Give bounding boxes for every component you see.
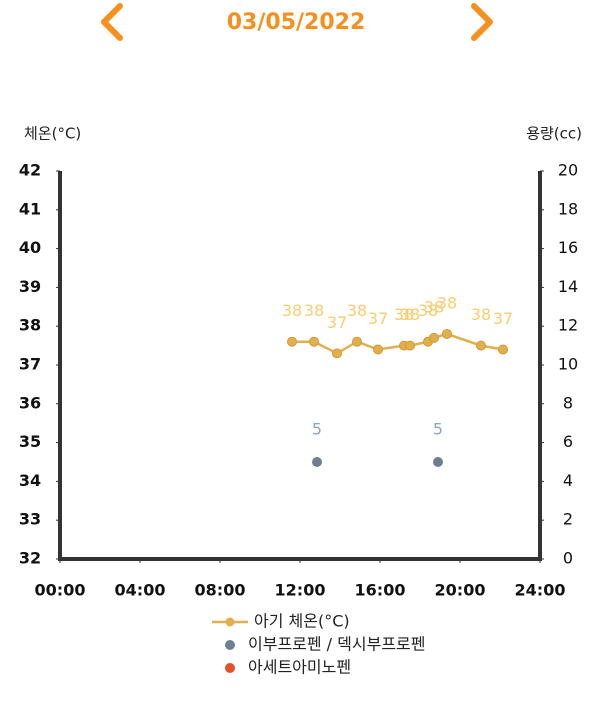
y2-tick-label: 6 — [563, 432, 573, 451]
prev-day-button[interactable] — [101, 3, 123, 41]
data-point — [405, 340, 415, 351]
legend-label: 아세트아미노펜 — [248, 658, 351, 677]
data-point — [429, 332, 439, 343]
data-point — [433, 457, 443, 467]
y-tick-label: 41 — [19, 199, 41, 218]
data-label: 38 — [418, 301, 438, 320]
data-label: 5 — [312, 420, 322, 439]
legend-marker — [225, 617, 235, 627]
y-tick-label: 37 — [19, 355, 41, 374]
data-point — [498, 344, 508, 355]
data-point — [332, 348, 342, 359]
y2-tick-label: 18 — [558, 199, 578, 218]
data-label: 5 — [433, 420, 443, 439]
x-tick-label: 04:00 — [115, 581, 166, 600]
legend-marker — [225, 640, 235, 650]
y-tick-label: 38 — [19, 316, 41, 335]
y2-tick-label: 20 — [558, 161, 578, 180]
data-point — [312, 457, 322, 467]
data-label: 37 — [368, 309, 388, 328]
data-label: 38 — [437, 293, 457, 312]
y2-tick-label: 2 — [563, 510, 573, 529]
data-label: 38 — [304, 301, 324, 320]
x-tick-label: 08:00 — [195, 581, 246, 600]
x-tick-label: 24:00 — [515, 581, 566, 600]
x-tick-label: 16:00 — [355, 581, 406, 600]
data-point — [352, 336, 362, 347]
y-tick-label: 42 — [19, 161, 41, 180]
y-tick-label: 39 — [19, 277, 41, 296]
data-label: 38 — [282, 301, 302, 320]
y-tick-label: 34 — [19, 471, 41, 490]
y2-tick-label: 12 — [558, 316, 578, 335]
y-tick-label: 33 — [19, 510, 41, 529]
y2-tick-label: 0 — [563, 549, 573, 568]
data-label: 38 — [347, 301, 367, 320]
y2-tick-label: 4 — [563, 471, 573, 490]
y2-tick-label: 10 — [558, 355, 578, 374]
y2-tick-label: 16 — [558, 238, 578, 257]
y-axis-label: 체온(°C) — [24, 125, 81, 143]
y-tick-label: 32 — [19, 549, 41, 568]
temp-line — [292, 332, 504, 355]
data-point — [287, 336, 297, 347]
legend-label: 아기 체온(°C) — [254, 612, 350, 631]
y2-tick-label: 8 — [563, 393, 573, 412]
y-tick-label: 35 — [19, 432, 41, 451]
data-label: 37 — [493, 309, 513, 328]
legend-marker — [225, 663, 235, 673]
data-label: 38 — [424, 297, 444, 316]
y-tick-label: 36 — [19, 393, 41, 412]
data-label: 38 — [394, 305, 414, 324]
x-tick-label: 12:00 — [275, 581, 326, 600]
y2-axis-label: 용량(cc) — [526, 125, 582, 143]
date: 03/05/2022 — [227, 10, 366, 35]
data-point — [373, 344, 383, 355]
data-point — [476, 340, 486, 351]
legend-label: 이부프로펜 / 덱시부프로펜 — [248, 635, 425, 654]
data-point — [442, 328, 452, 339]
data-point — [309, 336, 319, 347]
data-label: 38 — [471, 305, 491, 324]
x-tick-label: 20:00 — [435, 581, 486, 600]
y-tick-label: 40 — [19, 238, 41, 257]
y2-tick-label: 14 — [558, 277, 578, 296]
x-tick-label: 00:00 — [35, 581, 86, 600]
data-label: 37 — [327, 313, 347, 332]
next-day-button[interactable] — [471, 3, 493, 41]
data-label: 38 — [400, 305, 420, 324]
